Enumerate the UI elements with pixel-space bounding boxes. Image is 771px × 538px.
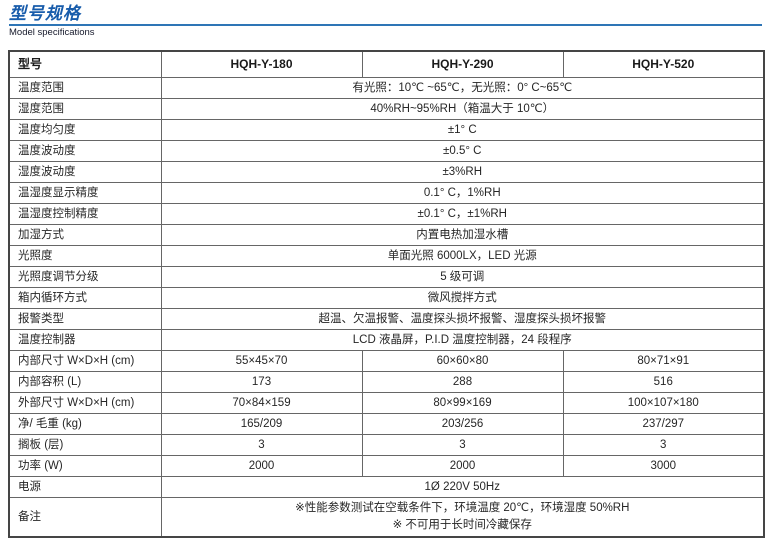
spec-value-cell: 100×107×180 xyxy=(562,391,765,414)
spec-label-cell: 温湿度控制精度 xyxy=(8,202,162,225)
spec-value-cell: ※性能参数测试在空载条件下，环境温度 20℃，环境湿度 50%RH ※ 不可用于长… xyxy=(160,496,765,538)
spec-row: 湿度范围 40%RH~95%RH（箱温大于 10℃） xyxy=(8,97,765,120)
spec-value-cell: 80×99×169 xyxy=(361,391,564,414)
spec-row: 光照度 单面光照 6000LX，LED 光源 xyxy=(8,244,765,267)
spec-label-cell: 电源 xyxy=(8,475,162,498)
spec-value-cell: 有光照：10℃ ~65℃，无光照：0° C~65℃ xyxy=(160,76,765,99)
spec-table-body: 温度范围 有光照：10℃ ~65℃，无光照：0° C~65℃ 湿度范围 40%RH~9… xyxy=(8,76,765,538)
spec-value-cell: 2000 xyxy=(160,454,363,477)
spec-value-cell: 内置电热加湿水槽 xyxy=(160,223,765,246)
model-column-header: HQH-Y-180 xyxy=(160,50,363,78)
spec-row: 光照度调节分级 5 级可调 xyxy=(8,265,765,288)
spec-row: 温度波动度 ±0.5° C xyxy=(8,139,765,162)
spec-value-cell: 516 xyxy=(562,370,765,393)
spec-label-cell: 光照度调节分级 xyxy=(8,265,162,288)
spec-label-cell: 净/ 毛重 (kg) xyxy=(8,412,162,435)
spec-label-cell: 报警类型 xyxy=(8,307,162,330)
spec-row: 备注 ※性能参数测试在空载条件下，环境温度 20℃，环境湿度 50%RH ※ 不可用… xyxy=(8,496,765,538)
spec-value-cell: 0.1° C，1%RH xyxy=(160,181,765,204)
spec-row: 内部容积 (L) 173 288 516 xyxy=(8,370,765,393)
spec-row: 报警类型 超温、欠温报警、温度探头损坏报警、湿度探头损坏报警 xyxy=(8,307,765,330)
model-column-header: HQH-Y-290 xyxy=(361,50,564,78)
spec-row: 功率 (W) 2000 2000 3000 xyxy=(8,454,765,477)
spec-value-cell: 70×84×159 xyxy=(160,391,363,414)
spec-value-cell: 203/256 xyxy=(361,412,564,435)
spec-value-cell: 3 xyxy=(160,433,363,456)
spec-label-cell: 功率 (W) xyxy=(8,454,162,477)
spec-row: 净/ 毛重 (kg) 165/209 203/256 237/297 xyxy=(8,412,765,435)
spec-label-cell: 温度控制器 xyxy=(8,328,162,351)
spec-value-cell: 微风搅拌方式 xyxy=(160,286,765,309)
spec-label-cell: 内部容积 (L) xyxy=(8,370,162,393)
spec-table: 型号 HQH-Y-180 HQH-Y-290 HQH-Y-520 温度范围 有光照… xyxy=(8,50,765,538)
spec-value-cell: 3000 xyxy=(562,454,765,477)
spec-row: 温度控制器 LCD 液晶屏，P.I.D 温度控制器，24 段程序 xyxy=(8,328,765,351)
spec-value-cell: 40%RH~95%RH（箱温大于 10℃） xyxy=(160,97,765,120)
remark-line: ※ 不可用于长时间冷藏保存 xyxy=(392,518,532,531)
spec-row: 箱内循环方式 微风搅拌方式 xyxy=(8,286,765,309)
spec-label-cell: 光照度 xyxy=(8,244,162,267)
page-title: 型号规格 xyxy=(9,4,81,23)
spec-value-cell: 55×45×70 xyxy=(160,349,363,372)
spec-value-cell: 3 xyxy=(361,433,564,456)
model-column-header: HQH-Y-520 xyxy=(562,50,765,78)
spec-value-cell: 80×71×91 xyxy=(562,349,765,372)
spec-label-cell: 湿度范围 xyxy=(8,97,162,120)
spec-value-cell: ±3%RH xyxy=(160,160,765,183)
spec-value-cell: 超温、欠温报警、温度探头损坏报警、湿度探头损坏报警 xyxy=(160,307,765,330)
spec-value-cell: 165/209 xyxy=(160,412,363,435)
spec-label-cell: 内部尺寸 W×D×H (cm) xyxy=(8,349,162,372)
spec-row: 搁板 (层) 3 3 3 xyxy=(8,433,765,456)
spec-label-cell: 温湿度显示精度 xyxy=(8,181,162,204)
spec-row: 内部尺寸 W×D×H (cm) 55×45×70 60×60×80 80×71×91 xyxy=(8,349,765,372)
spec-label-cell: 温度均匀度 xyxy=(8,118,162,141)
spec-label-cell: 箱内循环方式 xyxy=(8,286,162,309)
spec-value-cell: 288 xyxy=(361,370,564,393)
spec-row: 温度均匀度 ±1° C xyxy=(8,118,765,141)
spec-label-cell: 备注 xyxy=(8,496,162,538)
spec-row: 外部尺寸 W×D×H (cm) 70×84×159 80×99×169 100×107… xyxy=(8,391,765,414)
spec-label-cell: 温度波动度 xyxy=(8,139,162,162)
spec-value-cell: 单面光照 6000LX，LED 光源 xyxy=(160,244,765,267)
spec-value-cell: 2000 xyxy=(361,454,564,477)
spec-value-cell: ±0.5° C xyxy=(160,139,765,162)
spec-value-cell: 1Ø 220V 50Hz xyxy=(160,475,765,498)
spec-row: 加湿方式 内置电热加湿水槽 xyxy=(8,223,765,246)
spec-label-cell: 外部尺寸 W×D×H (cm) xyxy=(8,391,162,414)
spec-value-cell: 173 xyxy=(160,370,363,393)
spec-value-cell: ±1° C xyxy=(160,118,765,141)
spec-value-cell: LCD 液晶屏，P.I.D 温度控制器，24 段程序 xyxy=(160,328,765,351)
spec-row: 温湿度显示精度 0.1° C，1%RH xyxy=(8,181,765,204)
spec-label-cell: 搁板 (层) xyxy=(8,433,162,456)
spec-label-cell: 温度范围 xyxy=(8,76,162,99)
spec-label-cell: 湿度波动度 xyxy=(8,160,162,183)
spec-header-row: 型号 HQH-Y-180 HQH-Y-290 HQH-Y-520 xyxy=(8,50,765,78)
title-block: 型号规格 xyxy=(9,4,762,26)
spec-value-cell: ±0.1° C，±1%RH xyxy=(160,202,765,225)
spec-value-cell: 5 级可调 xyxy=(160,265,765,288)
model-header-label: 型号 xyxy=(8,50,162,78)
spec-value-cell: 237/297 xyxy=(562,412,765,435)
spec-value-cell: 3 xyxy=(562,433,765,456)
spec-value-cell: 60×60×80 xyxy=(361,349,564,372)
remark-line: ※性能参数测试在空载条件下，环境温度 20℃，环境湿度 50%RH xyxy=(295,501,630,514)
spec-row: 温度范围 有光照：10℃ ~65℃，无光照：0° C~65℃ xyxy=(8,76,765,99)
page-subtitle: Model specifications xyxy=(9,27,95,38)
spec-row: 湿度波动度 ±3%RH xyxy=(8,160,765,183)
spec-row: 温湿度控制精度 ±0.1° C，±1%RH xyxy=(8,202,765,225)
spec-row: 电源 1Ø 220V 50Hz xyxy=(8,475,765,498)
spec-label-cell: 加湿方式 xyxy=(8,223,162,246)
